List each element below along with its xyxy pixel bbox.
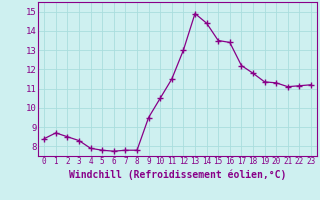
X-axis label: Windchill (Refroidissement éolien,°C): Windchill (Refroidissement éolien,°C): [69, 169, 286, 180]
